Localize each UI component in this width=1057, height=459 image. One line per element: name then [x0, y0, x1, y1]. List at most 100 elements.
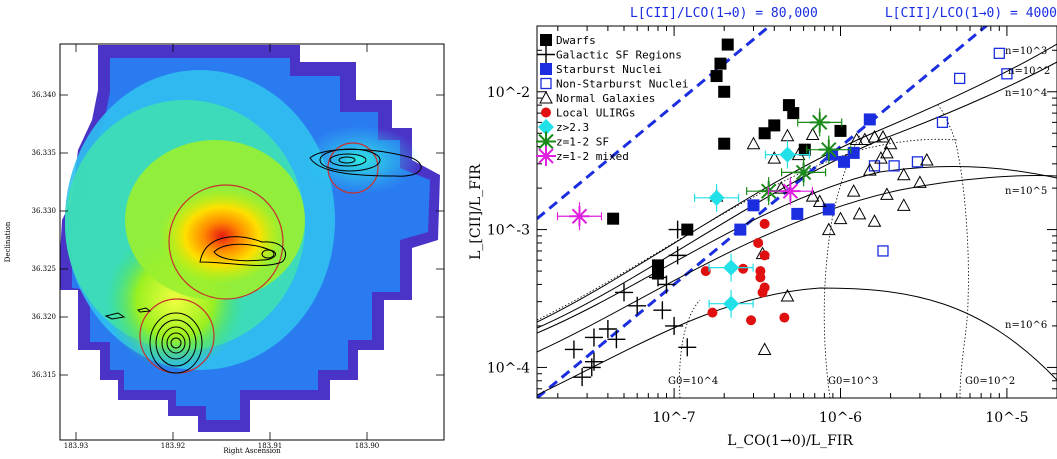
g0-curve: [537, 138, 958, 321]
series: [700, 218, 790, 326]
map-y-tick: 36.335: [32, 149, 57, 157]
data-point: [857, 132, 872, 146]
data-point: [573, 368, 592, 387]
data-point: [718, 85, 731, 98]
data-point: [919, 152, 934, 166]
data-point: [714, 57, 727, 70]
map-panel: 183.93 183.92 183.91 183.90 36.340 36.33…: [0, 0, 460, 455]
data-point: [953, 72, 966, 85]
g0-curve: [823, 134, 861, 398]
data-point: [723, 259, 740, 276]
map-ticks: [60, 44, 444, 440]
legend-marker: [541, 107, 551, 118]
data-point: [874, 151, 888, 164]
tick-labels: 10^-7 10^-6 10^-5 10^-4 10^-3 10^-2: [487, 85, 1029, 426]
data-point: [607, 212, 620, 225]
data-point: [653, 301, 672, 320]
map-y-tick: 36.340: [32, 91, 57, 99]
data-point: [648, 268, 667, 287]
data-point: [584, 328, 603, 347]
density-label: n=10^5: [1005, 186, 1047, 197]
data-point: [757, 287, 768, 298]
g0-label: G0=10^3: [828, 376, 878, 387]
legend-label: Normal Galaxies: [556, 92, 655, 105]
density-label: n=10^2: [1008, 66, 1050, 77]
y-tick-label: 10^-2: [487, 85, 530, 101]
series: [564, 220, 697, 387]
data-point: [723, 295, 740, 312]
data-point: [833, 211, 848, 225]
ratio-line: [537, 26, 989, 398]
map-y-label: Declination: [4, 221, 12, 262]
data-point: [746, 315, 757, 326]
data-point: [681, 223, 694, 236]
data-point: [774, 181, 789, 194]
y-axis-label: L_[CII]/L_FIR: [468, 164, 484, 260]
data-point: [598, 320, 617, 339]
g0-label: G0=10^2: [965, 376, 1015, 387]
data-point: [757, 342, 772, 355]
density-labels: n=10^3 n=10^2 n=10^4 n=10^5 n=10^6: [1005, 46, 1050, 331]
data-point: [753, 237, 764, 248]
y-tick-label: 10^-3: [487, 223, 530, 239]
legend-label: Dwarfs: [556, 34, 596, 47]
data-point: [847, 146, 860, 159]
data-point: [755, 272, 766, 283]
legend-marker: [540, 34, 552, 46]
data-point: [779, 312, 790, 323]
map-x-tick: 183.90: [355, 442, 380, 450]
map-tick-labels: 183.93 183.92 183.91 183.90 36.340 36.33…: [32, 91, 380, 450]
legend-marker: [539, 90, 553, 104]
data-point: [883, 136, 898, 150]
ratio-label-80000: L[CII]/LCO(1→0) = 80,000: [630, 6, 818, 21]
data-point: [793, 162, 814, 183]
data-point: [700, 266, 711, 277]
plot-frame: [536, 25, 1057, 399]
data-point: [838, 155, 851, 168]
data-point: [1001, 68, 1013, 80]
data-point: [582, 358, 601, 377]
legend-marker: [540, 77, 552, 90]
data-point: [888, 160, 900, 172]
map-y-tick: 36.325: [32, 265, 57, 273]
data-point: [721, 38, 734, 51]
ratio-line: [537, 26, 772, 220]
legend-label: z>2.3: [556, 121, 589, 134]
map-y-tick: 36.315: [32, 371, 57, 379]
data-point: [615, 283, 634, 302]
x-axis-label: L_CO(1→0)/L_FIR: [727, 433, 853, 449]
model-curves: [537, 43, 1057, 398]
data-point: [880, 187, 894, 200]
data-point: [678, 338, 697, 357]
density-curve: [537, 165, 1057, 334]
data-point: [657, 275, 676, 294]
data-point: [805, 127, 820, 140]
data-point: [665, 316, 684, 335]
x-tick-label: 10^-5: [985, 410, 1028, 426]
data-point: [862, 163, 877, 176]
legend-marker: [540, 63, 552, 75]
map-svg: 183.93 183.92 183.91 183.90 36.340 36.33…: [4, 43, 445, 455]
series: [709, 127, 934, 355]
legend-label: z=1-2 mixed: [556, 150, 629, 163]
aperture-circle: [168, 184, 284, 300]
g0-labels: G0=10^4 G0=10^3 G0=10^2: [668, 376, 1015, 387]
data-point: [768, 119, 781, 132]
map-y-tick: 36.320: [32, 313, 57, 321]
data-point: [868, 160, 881, 172]
data-point: [805, 189, 820, 202]
data-point: [852, 206, 867, 220]
data-point: [708, 189, 725, 206]
data-point: [759, 218, 770, 229]
data-point: [818, 139, 839, 160]
density-curve: [537, 175, 1057, 353]
data-point: [767, 151, 782, 164]
series: [693, 140, 811, 318]
x-tick-label: 10^-6: [819, 410, 862, 426]
legend-marker: [536, 146, 556, 166]
data-point: [718, 137, 731, 150]
legend-label: Galactic SF Regions: [556, 49, 682, 62]
data-point: [913, 175, 927, 188]
data-point: [876, 129, 890, 143]
